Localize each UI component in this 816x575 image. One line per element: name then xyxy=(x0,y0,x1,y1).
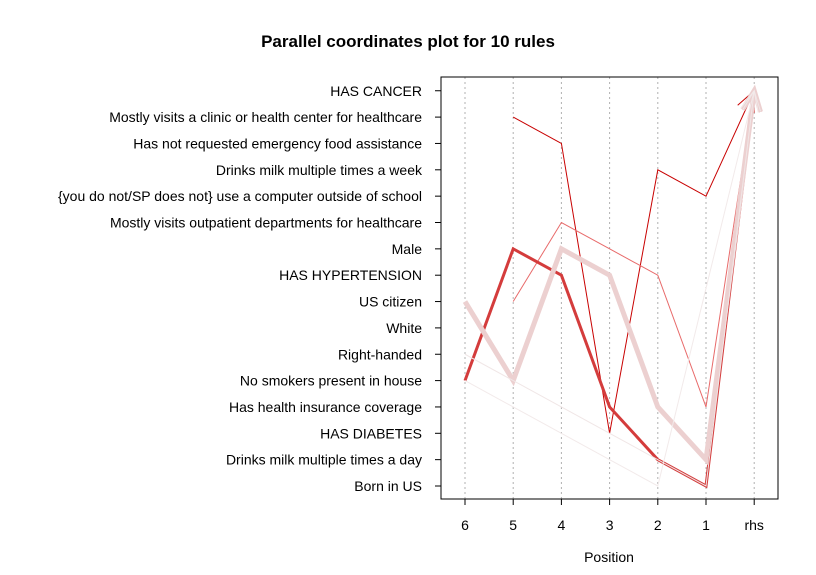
y-tick-label: HAS DIABETES xyxy=(320,425,422,441)
x-tick-label: 4 xyxy=(558,517,566,533)
y-tick-label: Mostly visits outpatient departments for… xyxy=(110,215,422,231)
chart-title: Parallel coordinates plot for 10 rules xyxy=(261,32,555,51)
y-tick-label: Mostly visits a clinic or health center … xyxy=(109,109,422,125)
y-tick-label: Drinks milk multiple times a week xyxy=(216,162,423,178)
rule-arrowhead xyxy=(740,89,759,113)
y-tick-label: Has health insurance coverage xyxy=(229,399,422,415)
y-tick-label: Drinks milk multiple times a day xyxy=(226,452,422,468)
y-axis: Born in US Drinks milk multiple times a d… xyxy=(58,83,441,494)
x-tick-label: 5 xyxy=(509,517,517,533)
x-tick-label: 1 xyxy=(702,517,710,533)
y-tick-label: Male xyxy=(392,241,423,257)
rule-line xyxy=(464,89,759,487)
y-tick-label: US citizen xyxy=(359,294,422,310)
x-axis: 6 5 4 3 2 1 rhs xyxy=(461,499,764,533)
rule-lines xyxy=(462,84,763,489)
x-tick-label: 6 xyxy=(461,517,469,533)
y-tick-label: HAS HYPERTENSION xyxy=(279,267,422,283)
y-tick-label: Right-handed xyxy=(338,346,422,362)
y-tick-label: Born in US xyxy=(354,478,422,494)
y-tick-label: Has not requested emergency food assista… xyxy=(133,135,422,151)
y-tick-label: HAS CANCER xyxy=(330,83,422,99)
x-tick-label: 2 xyxy=(654,517,662,533)
y-tick-label: White xyxy=(386,320,422,336)
y-tick-label: No smokers present in house xyxy=(240,373,422,389)
y-tick-label: {you do not/SP does not} use a computer … xyxy=(58,188,422,204)
x-tick-label: rhs xyxy=(744,517,763,533)
x-axis-label: Position xyxy=(584,549,634,565)
rule-line xyxy=(512,89,761,408)
x-tick-label: 3 xyxy=(606,517,614,533)
